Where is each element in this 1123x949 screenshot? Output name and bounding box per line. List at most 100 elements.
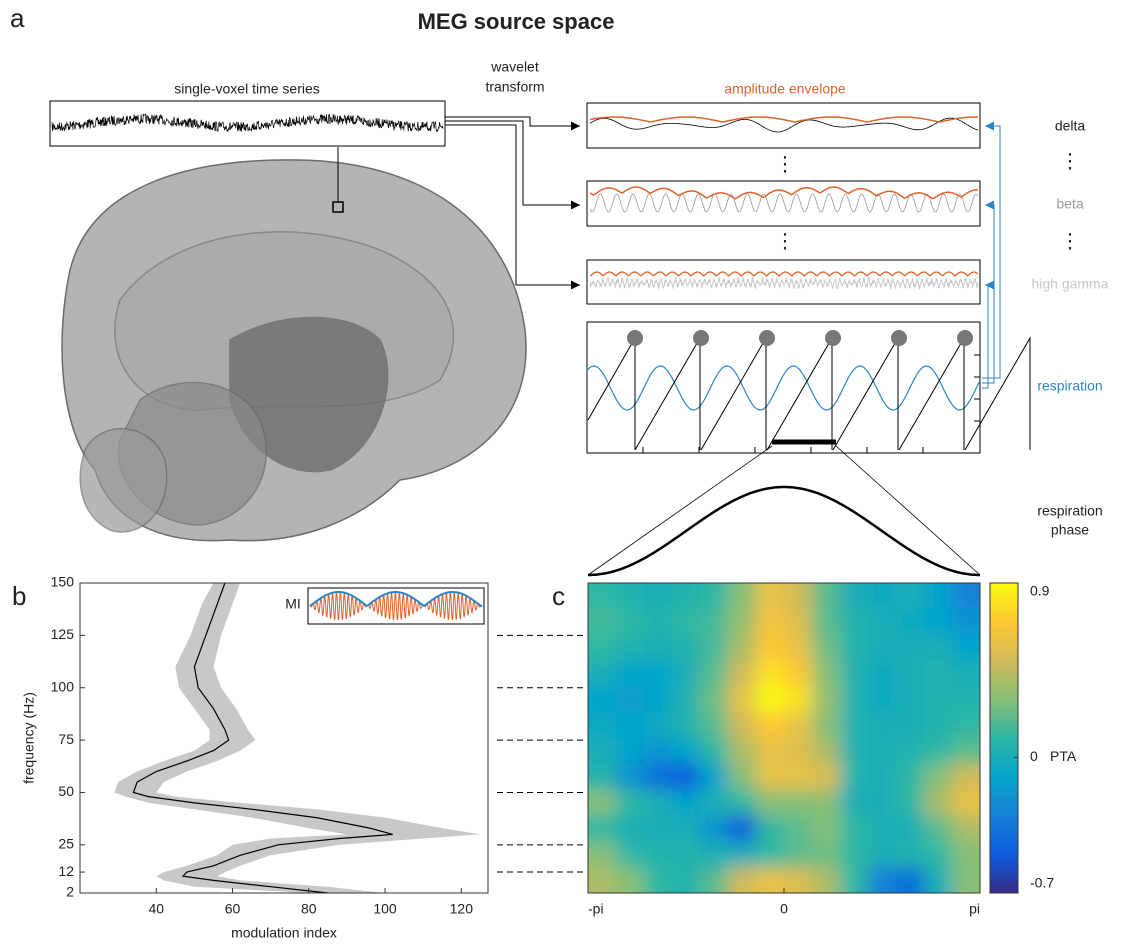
x-tick-label: pi bbox=[969, 901, 980, 917]
heatmap-cell bbox=[784, 712, 813, 739]
heatmap-cell bbox=[700, 867, 729, 914]
x-tick-label: 60 bbox=[225, 901, 241, 917]
heatmap-cell bbox=[672, 686, 701, 713]
heatmap-cell bbox=[728, 635, 757, 662]
heatmap-cell bbox=[644, 790, 673, 817]
heatmap-cell bbox=[896, 563, 925, 610]
heatmap-cell bbox=[840, 816, 869, 843]
heatmap-cell bbox=[756, 635, 785, 662]
heatmap-cell bbox=[644, 635, 673, 662]
y-tick-label: 2 bbox=[66, 884, 74, 900]
panel-label: c bbox=[552, 581, 565, 611]
y-tick-label: 75 bbox=[58, 731, 74, 747]
heatmap-cell bbox=[840, 563, 869, 610]
heatmap-cell bbox=[756, 841, 785, 868]
heatmap-cell bbox=[784, 609, 813, 636]
heatmap-cell bbox=[840, 609, 869, 636]
dots: ⋮ bbox=[1060, 150, 1080, 172]
heatmap-cell bbox=[728, 764, 757, 791]
box bbox=[587, 103, 980, 148]
peak-marker bbox=[627, 330, 643, 346]
heatmap-cell bbox=[896, 867, 925, 914]
heatmap-cell bbox=[568, 816, 617, 843]
heatmap-cell bbox=[644, 563, 673, 610]
heatmap-cell bbox=[700, 635, 729, 662]
heatmap-cell bbox=[672, 867, 701, 914]
heatmap bbox=[568, 563, 1001, 914]
heatmap-cell bbox=[700, 841, 729, 868]
heatmap-cell bbox=[728, 816, 757, 843]
heatmap-cell bbox=[896, 764, 925, 791]
heatmap-cell bbox=[896, 609, 925, 636]
band-label: beta bbox=[1056, 196, 1083, 212]
heatmap-cell bbox=[756, 661, 785, 688]
y-tick-label: 100 bbox=[51, 678, 75, 694]
panel-label: b bbox=[12, 581, 26, 611]
heatmap-cell bbox=[756, 686, 785, 713]
colorbar bbox=[990, 583, 1018, 893]
label: transform bbox=[485, 79, 544, 95]
heatmap-cell bbox=[568, 738, 617, 765]
heatmap-cell bbox=[812, 661, 841, 688]
y-axis-label: frequency (Hz) bbox=[21, 692, 37, 784]
label: respiration bbox=[1037, 503, 1102, 519]
colorbar-tick-label: 0.9 bbox=[1030, 583, 1050, 599]
heatmap-cell bbox=[924, 738, 953, 765]
label: amplitude envelope bbox=[724, 81, 846, 97]
heatmap-cells bbox=[568, 563, 1001, 914]
heatmap-cell bbox=[840, 764, 869, 791]
heatmap-cell bbox=[728, 738, 757, 765]
x-tick-label: 40 bbox=[148, 901, 164, 917]
heatmap-cell bbox=[812, 635, 841, 662]
heatmap-cell bbox=[756, 738, 785, 765]
heatmap-cell bbox=[896, 790, 925, 817]
heatmap-cell bbox=[784, 867, 813, 914]
peak-marker bbox=[759, 330, 775, 346]
heatmap-cell bbox=[700, 764, 729, 791]
label: single-voxel time series bbox=[174, 81, 320, 97]
heatmap-cell bbox=[700, 609, 729, 636]
heatmap-cell bbox=[672, 661, 701, 688]
heatmap-cell bbox=[784, 764, 813, 791]
y-tick-label: 12 bbox=[58, 863, 74, 879]
x-tick-label: 100 bbox=[373, 901, 397, 917]
heatmap-cell bbox=[728, 563, 757, 610]
heatmap-cell bbox=[644, 738, 673, 765]
heatmap-cell bbox=[896, 686, 925, 713]
heatmap-cell bbox=[672, 790, 701, 817]
heatmap-cell bbox=[812, 712, 841, 739]
heatmap-cell bbox=[728, 712, 757, 739]
heatmap-cell bbox=[568, 609, 617, 636]
heatmap-cell bbox=[924, 867, 953, 914]
heatmap-cell bbox=[672, 635, 701, 662]
heatmap-cell bbox=[868, 712, 897, 739]
heatmap-cell bbox=[784, 563, 813, 610]
label: phase bbox=[1051, 522, 1089, 538]
peak-marker bbox=[825, 330, 841, 346]
heatmap-cell bbox=[756, 609, 785, 636]
heatmap-cell bbox=[568, 712, 617, 739]
band-label: delta bbox=[1055, 118, 1086, 134]
heatmap-cell bbox=[840, 635, 869, 662]
heatmap-cell bbox=[672, 738, 701, 765]
heatmap-cell bbox=[896, 712, 925, 739]
heatmap-cell bbox=[924, 635, 953, 662]
heatmap-cell bbox=[840, 790, 869, 817]
box bbox=[587, 322, 980, 453]
heatmap-cell bbox=[728, 686, 757, 713]
heatmap-cell bbox=[616, 661, 645, 688]
colorbar-label: PTA bbox=[1050, 748, 1077, 764]
heatmap-cell bbox=[840, 686, 869, 713]
heatmap-cell bbox=[700, 563, 729, 610]
arrows bbox=[982, 126, 1000, 388]
heatmap-cell bbox=[812, 563, 841, 610]
heatmap-cell bbox=[616, 867, 645, 914]
inset-label: MI bbox=[285, 596, 301, 612]
heatmap-cell bbox=[868, 867, 897, 914]
heatmap-cell bbox=[756, 790, 785, 817]
heatmap-cell bbox=[868, 661, 897, 688]
x-tick-label: 0 bbox=[780, 901, 788, 917]
heatmap-cell bbox=[568, 563, 617, 610]
heatmap-cell bbox=[672, 764, 701, 791]
heatmap-cell bbox=[644, 712, 673, 739]
